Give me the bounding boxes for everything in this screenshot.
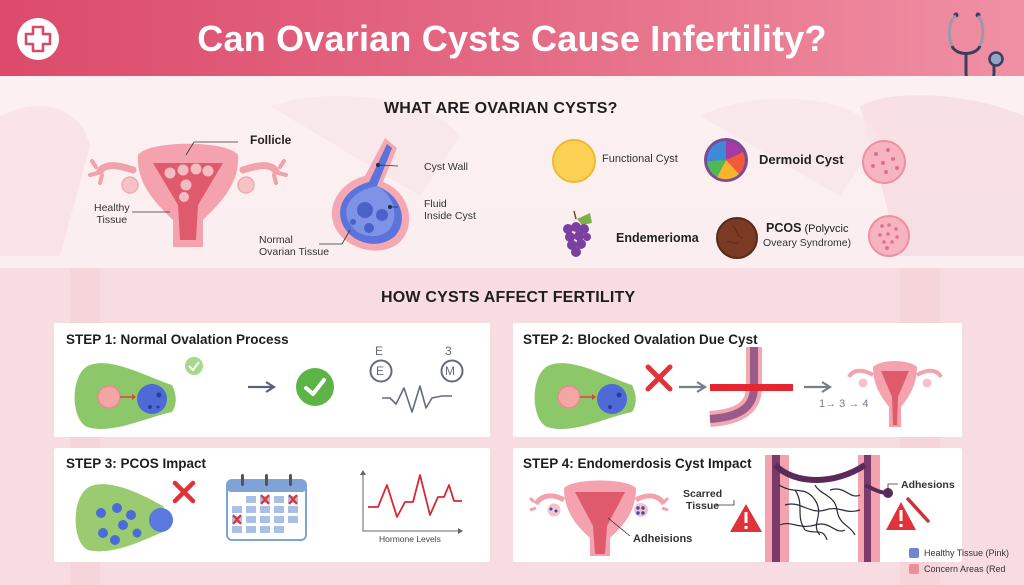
pcos-rest: (Polyvcic [801,223,849,235]
warning-triangle-icon [730,504,762,532]
yellow-circle-icon [552,139,596,183]
calendar-icon [226,474,307,541]
sequence-label: 1→ 3 → 4 [819,398,869,410]
step-3-title: STEP 3: PCOS Impact [66,456,207,471]
legend-item-healthy: Healthy Tissue (Pink) [909,545,1009,561]
label-inside-cyst: Inside Cyst [424,210,476,222]
hormone-m: M [445,364,455,378]
grapes-icon [563,210,592,257]
hormone-levels-label: Hormone Levels [379,534,441,544]
type-endometrioma: Endemerioma [616,231,699,245]
red-x-icon [172,480,196,504]
arrow-right-icon [248,381,277,393]
label-ovarian-tissue: Ovarian Tissue [259,246,330,258]
blocked-tube-icon [709,347,793,427]
uterus-adhesions-icon [528,480,670,556]
pcos-line2: Oveary Syndrome) [763,237,852,249]
label-adhesions-right: Adhesions [901,479,955,491]
type-dermoid-cyst: Dermoid Cyst [759,152,844,167]
hormone-e-top: E [375,344,384,358]
step-1-title: STEP 1: Normal Ovalation Process [66,332,289,347]
section-title-what-are: WHAT ARE OVARIAN CYSTS? [384,100,618,117]
pink-dotted-circle-icon [862,140,906,184]
label-healthy-tissue: Healthy Tissue [94,202,130,226]
adhesions-diagram [765,455,893,562]
red-x-icon [645,364,673,392]
pointer-line [887,483,898,498]
cyst-diagram [319,138,410,251]
hormone-m-top: 3 [445,344,452,358]
pcos-follicle-icon [75,484,173,552]
label-normal: Normal [259,234,293,246]
estrogen-circle-icon [369,359,393,383]
hormone-levels-chart [360,470,463,534]
section-title-fertility: HOW CYSTS AFFECT FERTILITY [381,289,636,306]
warning-triangle-icon [886,497,930,530]
medical-cross-icon [17,18,59,60]
type-functional-cyst: Functional Cyst [602,153,678,165]
legend-label: Healthy Tissue (Pink) [924,548,1010,558]
legend: Healthy Tissue (Pink) Concern Areas (Red [909,545,1009,577]
pink-speckled-circle-icon [868,215,910,257]
brown-circle-icon [716,217,758,259]
pcos-bold: PCOS [766,221,802,235]
uterus-diagram [88,141,288,247]
page-title: Can Ovarian Cysts Cause Infertility? [197,18,827,59]
m-circle-icon [440,359,464,383]
legend-label: Concern Areas (Red [924,564,1006,574]
blocked-follicle-icon [534,363,636,430]
follicle-ovulation-icon [74,357,203,430]
label-tissue: Tissue [686,500,720,512]
arrow-right-icon [679,381,708,393]
waveform-icon [382,385,452,413]
header-banner: Can Ovarian Cysts Cause Infertility? [0,0,1024,86]
uterus-small-icon [847,361,943,427]
type-pcos: PCOS (Polyvcic [766,221,849,235]
label-follicle: Follicle [250,133,292,147]
step-4-title: STEP 4: Endomerdosis Cyst Impact [523,456,752,471]
multicolor-pie-icon [704,138,748,182]
label-adhesions-left: Adheisions [633,533,693,545]
legend-swatch-red [909,564,919,574]
arrow-right-icon [804,381,833,393]
label-fluid: Fluid [424,198,447,210]
background-decoration [0,95,1024,256]
legend-item-concern: Concern Areas (Red [909,561,1009,577]
label-cyst-wall: Cyst Wall [424,161,468,173]
step-2-title: STEP 2: Blocked Ovalation Due Cyst [523,332,758,347]
label-scarred: Scarred [683,488,723,500]
step-4-card: STEP 4: Endomerdosis Cyst Impact [513,448,962,562]
what-are-section [0,76,1024,268]
hormone-e: E [376,364,385,378]
green-checkmark-icon [296,368,334,406]
legend-swatch-blue [909,548,919,558]
pointer-line [716,500,735,506]
